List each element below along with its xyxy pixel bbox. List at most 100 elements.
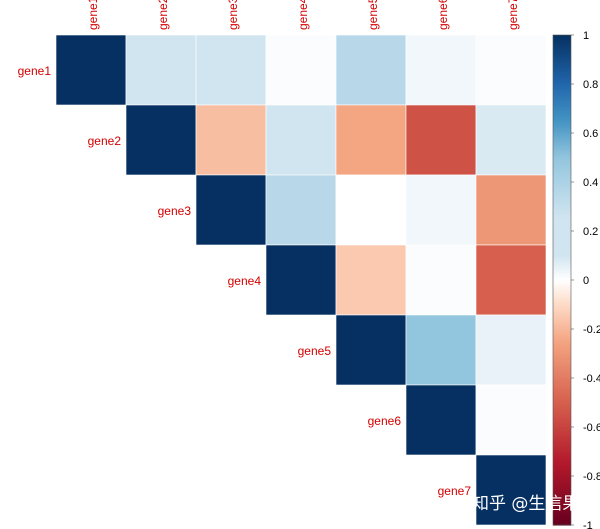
colorbar-segment — [553, 368, 571, 372]
colorbar-segment — [553, 282, 571, 286]
colorbar-segment — [553, 512, 571, 516]
colorbar-segment — [553, 510, 571, 514]
colorbar-segment — [553, 397, 571, 401]
colorbar-segment — [553, 260, 571, 264]
colorbar-segment — [553, 490, 571, 494]
colorbar-segment — [553, 466, 571, 470]
colorbar-segment — [553, 431, 571, 435]
colorbar-segment — [553, 79, 571, 83]
colorbar-segment — [553, 204, 571, 208]
colorbar-segment — [553, 387, 571, 391]
colorbar-segment — [553, 240, 571, 244]
colorbar-segment — [553, 35, 571, 39]
colorbar-segment — [553, 186, 571, 190]
col-label-gene7: gene7 — [506, 0, 520, 30]
cell-gene2-gene6 — [405, 104, 477, 176]
colorbar-segment — [553, 64, 571, 68]
colorbar-segment — [553, 287, 571, 291]
colorbar-segment — [553, 473, 571, 477]
colorbar-segment — [553, 370, 571, 374]
colorbar-segment — [553, 137, 571, 141]
colorbar-segment — [553, 444, 571, 448]
colorbar-segment — [553, 37, 571, 41]
cell-gene3-gene6 — [405, 174, 477, 246]
colorbar-segment — [553, 145, 571, 149]
colorbar-segment — [553, 216, 571, 220]
colorbar-segment — [553, 402, 571, 406]
col-label-gene4: gene4 — [296, 0, 310, 30]
colorbar-tick-label: -0.6 — [583, 422, 600, 434]
cell-gene6-gene7 — [475, 384, 547, 456]
colorbar-segment — [553, 331, 571, 335]
colorbar-segment — [553, 449, 571, 453]
cell-gene4-gene6 — [405, 244, 477, 316]
colorbar-segment — [553, 74, 571, 78]
colorbar-segment — [553, 257, 571, 261]
colorbar-segment — [553, 42, 571, 46]
colorbar-segment — [553, 96, 571, 100]
colorbar-segment — [553, 91, 571, 95]
colorbar-segment — [553, 177, 571, 181]
colorbar-segment — [553, 333, 571, 337]
colorbar-segment — [553, 324, 571, 328]
colorbar-segment — [553, 272, 571, 276]
colorbar-segment — [553, 125, 571, 129]
col-label-gene2: gene2 — [156, 0, 170, 30]
col-label-gene6: gene6 — [436, 0, 450, 30]
colorbar-segment — [553, 302, 571, 306]
colorbar-segment — [553, 231, 571, 235]
colorbar-segment — [553, 115, 571, 119]
colorbar-segment — [553, 206, 571, 210]
colorbar-segment — [553, 520, 571, 524]
colorbar-segment — [553, 106, 571, 110]
colorbar-segment — [553, 250, 571, 254]
colorbar-segment — [553, 52, 571, 56]
colorbar-segment — [553, 463, 571, 467]
colorbar-segment — [553, 49, 571, 53]
colorbar-segment — [553, 329, 571, 333]
colorbar-tick-label: 0.8 — [583, 79, 598, 91]
colorbar-segment — [553, 84, 571, 88]
colorbar-segment — [553, 522, 571, 526]
colorbar-segment — [553, 427, 571, 431]
colorbar-segment — [553, 243, 571, 247]
colorbar-segment — [553, 485, 571, 489]
cell-gene1-gene2 — [125, 34, 197, 106]
colorbar-segment — [553, 451, 571, 455]
colorbar-segment — [553, 341, 571, 345]
colorbar-segment — [553, 400, 571, 404]
colorbar-segment — [553, 98, 571, 102]
cell-gene5-gene5 — [335, 314, 407, 386]
colorbar-segment — [553, 69, 571, 73]
colorbar-segment — [553, 182, 571, 186]
colorbar-segment — [553, 152, 571, 156]
colorbar-segment — [553, 321, 571, 325]
colorbar-segment — [553, 336, 571, 340]
colorbar-segment — [553, 113, 571, 117]
colorbar-segment — [553, 422, 571, 426]
colorbar-segment — [553, 461, 571, 465]
colorbar-segment — [553, 47, 571, 51]
colorbar-segment — [553, 446, 571, 450]
colorbar-segment — [553, 343, 571, 347]
colorbar-segment — [553, 456, 571, 460]
colorbar-segment — [553, 221, 571, 225]
colorbar-segment — [553, 502, 571, 506]
cell-gene2-gene4 — [265, 104, 337, 176]
colorbar-segment — [553, 488, 571, 492]
colorbar-segment — [553, 223, 571, 227]
colorbar-segment — [553, 88, 571, 92]
colorbar-segment — [553, 483, 571, 487]
colorbar-segment — [553, 277, 571, 281]
colorbar-segment — [553, 316, 571, 320]
row-label-gene3: gene3 — [158, 204, 192, 218]
colorbar-segment — [553, 159, 571, 163]
cell-gene2-gene2 — [125, 104, 197, 176]
colorbar-segment — [553, 351, 571, 355]
colorbar-segment — [553, 248, 571, 252]
colorbar-segment — [553, 471, 571, 475]
colorbar-segment — [553, 363, 571, 367]
colorbar-segment — [553, 390, 571, 394]
colorbar-tick-label: 1 — [583, 30, 589, 42]
colorbar-segment — [553, 262, 571, 266]
